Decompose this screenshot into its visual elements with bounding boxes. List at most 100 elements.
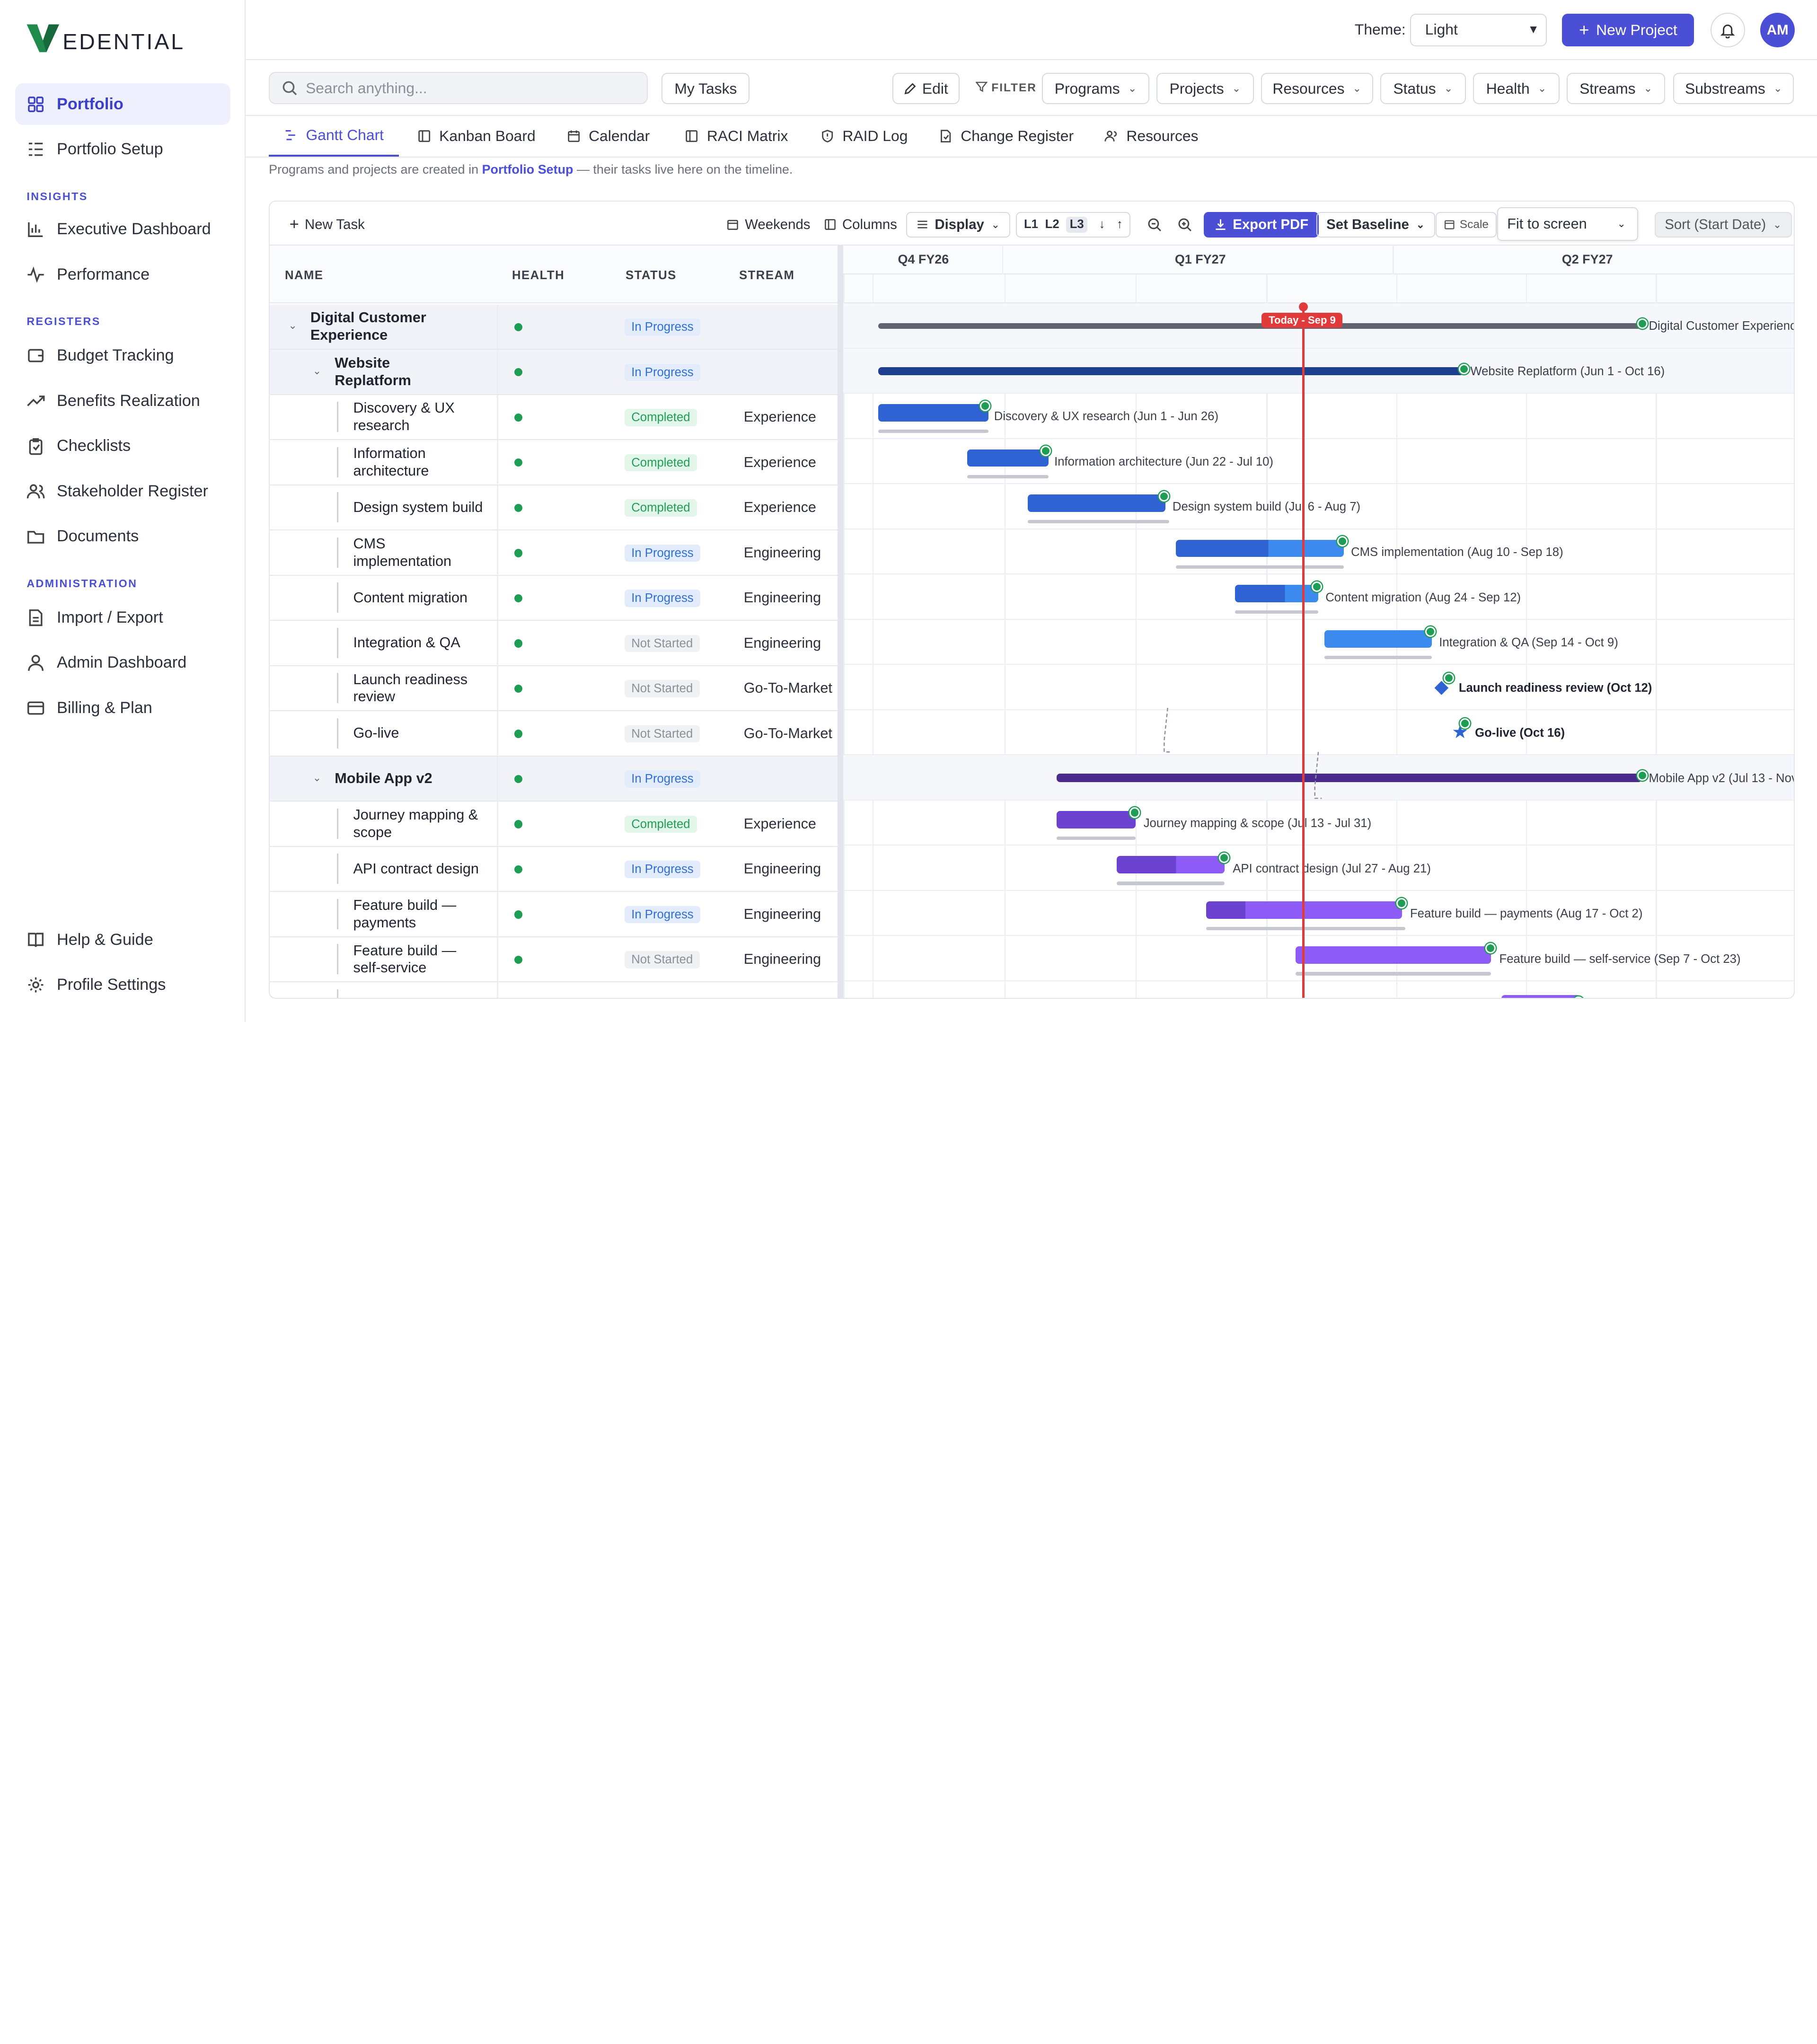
task-bar[interactable]: [1117, 856, 1225, 874]
sidebar-item-help-guide[interactable]: Help & Guide: [15, 919, 231, 960]
tab-raid-log[interactable]: RAID Log: [820, 116, 908, 157]
zoom-out-button[interactable]: [1147, 212, 1162, 238]
task-bar[interactable]: [1295, 946, 1491, 964]
task-row[interactable]: Feature build — self-service Not Started E…: [270, 937, 838, 983]
task-bar[interactable]: [1057, 811, 1136, 828]
project-row[interactable]: ⌄ Website Replatform In Progress: [270, 350, 838, 395]
pane-resize-handle[interactable]: [838, 245, 844, 998]
progress-handle[interactable]: [1425, 626, 1436, 637]
display-dropdown[interactable]: Display ⌄: [906, 211, 1010, 238]
task-bar[interactable]: [967, 449, 1049, 467]
projects-filter[interactable]: Projects ⌄: [1156, 73, 1254, 105]
new-task-button[interactable]: + New Task: [290, 212, 365, 238]
summary-bar[interactable]: [878, 323, 1643, 329]
sidebar-item-benefits-realization[interactable]: Benefits Realization: [15, 380, 231, 422]
project-row[interactable]: ⌄ Mobile App v2 In Progress: [270, 756, 838, 802]
programs-filter[interactable]: Programs ⌄: [1041, 73, 1150, 105]
status-filter[interactable]: Status ⌄: [1380, 73, 1466, 105]
column-header-status[interactable]: STATUS: [625, 268, 677, 282]
tab-raci-matrix[interactable]: RACI Matrix: [685, 116, 788, 157]
edit-button[interactable]: Edit: [892, 73, 960, 105]
brand-logo[interactable]: EDENTIAL: [26, 23, 185, 53]
tab-change-register[interactable]: Change Register: [939, 116, 1074, 157]
my-tasks-button[interactable]: My Tasks: [662, 73, 750, 105]
streams-filter[interactable]: Streams ⌄: [1567, 73, 1666, 105]
task-row[interactable]: Beta with 200: [270, 982, 838, 998]
avatar[interactable]: AM: [1760, 12, 1795, 48]
task-row[interactable]: Discovery & UX research Completed Experien…: [270, 395, 838, 441]
sidebar-item-billing-plan[interactable]: Billing & Plan: [15, 687, 231, 729]
task-row[interactable]: Journey mapping & scope Completed Experien…: [270, 802, 838, 847]
summary-bar[interactable]: [878, 367, 1464, 375]
task-row[interactable]: Feature build — payments In Progress Engin…: [270, 892, 838, 937]
tab-gantt-chart[interactable]: Gantt Chart: [269, 116, 399, 157]
collapse-chevron-icon[interactable]: ⌄: [288, 319, 297, 332]
task-row[interactable]: Launch readiness review Not Started Go-To-…: [270, 666, 838, 712]
substreams-filter[interactable]: Substreams ⌄: [1673, 73, 1794, 105]
sidebar-item-admin-dashboard[interactable]: Admin Dashboard: [15, 642, 231, 684]
progress-handle[interactable]: [1129, 807, 1140, 818]
progress-handle[interactable]: [1396, 898, 1407, 908]
new-project-button[interactable]: + New Project: [1562, 14, 1694, 46]
portfolio-setup-link[interactable]: Portfolio Setup: [482, 162, 573, 176]
collapse-all-icon[interactable]: ↓: [1099, 218, 1105, 231]
column-header-stream[interactable]: STREAM: [739, 268, 795, 282]
column-header-health[interactable]: HEALTH: [512, 268, 565, 282]
resources-filter[interactable]: Resources ⌄: [1261, 73, 1374, 105]
column-header-name[interactable]: NAME: [284, 268, 324, 282]
progress-handle[interactable]: [1443, 673, 1455, 684]
progress-handle[interactable]: [980, 400, 991, 411]
sidebar-item-import-export[interactable]: Import / Export: [15, 597, 231, 638]
task-row[interactable]: CMS implementation In Progress Engineering: [270, 530, 838, 576]
theme-select[interactable]: Light ▼: [1410, 14, 1547, 46]
progress-handle[interactable]: [1158, 491, 1169, 502]
level-l2[interactable]: L2: [1045, 218, 1059, 231]
expand-all-icon[interactable]: ↑: [1116, 218, 1123, 231]
tab-resources[interactable]: Resources: [1104, 116, 1199, 157]
sidebar-item-performance[interactable]: Performance: [15, 254, 231, 295]
set-baseline-dropdown[interactable]: Set Baseline ⌄: [1316, 211, 1435, 238]
weekends-toggle[interactable]: Weekends: [726, 212, 810, 238]
task-row[interactable]: Information architecture Completed Experie…: [270, 440, 838, 485]
task-bar[interactable]: [1027, 494, 1166, 512]
task-bar[interactable]: [878, 404, 988, 422]
sidebar-item-stakeholder-register[interactable]: Stakeholder Register: [15, 470, 231, 512]
notifications-button[interactable]: [1710, 12, 1746, 48]
level-l3[interactable]: L3: [1066, 216, 1088, 233]
columns-button[interactable]: Columns: [824, 212, 897, 238]
task-bar[interactable]: [1176, 539, 1344, 557]
task-row[interactable]: API contract design In Progress Engineerin…: [270, 846, 838, 892]
progress-handle[interactable]: [1458, 363, 1469, 374]
export-pdf-button[interactable]: Export PDF: [1204, 211, 1319, 238]
task-bar[interactable]: [1324, 630, 1432, 648]
progress-handle[interactable]: [1311, 581, 1322, 592]
sidebar-item-checklists[interactable]: Checklists: [15, 425, 231, 467]
collapse-chevron-icon[interactable]: ⌄: [312, 364, 322, 377]
level-l1[interactable]: L1: [1023, 218, 1038, 231]
health-filter[interactable]: Health ⌄: [1473, 73, 1560, 105]
tab-kanban-board[interactable]: Kanban Board: [417, 116, 536, 157]
collapse-chevron-icon[interactable]: ⌄: [312, 771, 322, 784]
sidebar-item-documents[interactable]: Documents: [15, 516, 231, 557]
progress-handle[interactable]: [1337, 536, 1348, 547]
summary-bar[interactable]: [1057, 774, 1642, 782]
sidebar-item-budget-tracking[interactable]: Budget Tracking: [15, 335, 231, 377]
sort-dropdown[interactable]: Sort (Start Date) ⌄: [1654, 211, 1792, 238]
task-bar[interactable]: [1501, 995, 1580, 998]
sidebar-item-profile-settings[interactable]: Profile Settings: [15, 964, 231, 1006]
tab-calendar[interactable]: Calendar: [567, 116, 650, 157]
progress-handle[interactable]: [1637, 770, 1648, 781]
scale-select[interactable]: Fit to screen ⌄: [1497, 207, 1639, 241]
sidebar-item-executive-dashboard[interactable]: Executive Dashboard: [15, 209, 231, 250]
sidebar-item-portfolio[interactable]: Portfolio: [15, 83, 231, 125]
progress-handle[interactable]: [1040, 446, 1051, 457]
task-row[interactable]: Design system build Completed Experience: [270, 485, 838, 531]
task-row[interactable]: Go-live Not Started Go-To-Market: [270, 711, 838, 757]
task-row[interactable]: Integration & QA Not Started Engineering: [270, 621, 838, 666]
progress-handle[interactable]: [1218, 852, 1229, 863]
progress-handle[interactable]: [1460, 718, 1471, 729]
program-row[interactable]: ⌄ Digital Customer Experience In Progress: [270, 304, 838, 350]
progress-handle[interactable]: [1637, 318, 1648, 329]
search-input[interactable]: Search anything...: [269, 71, 648, 105]
task-row[interactable]: Content migration In Progress Engineering: [270, 575, 838, 621]
